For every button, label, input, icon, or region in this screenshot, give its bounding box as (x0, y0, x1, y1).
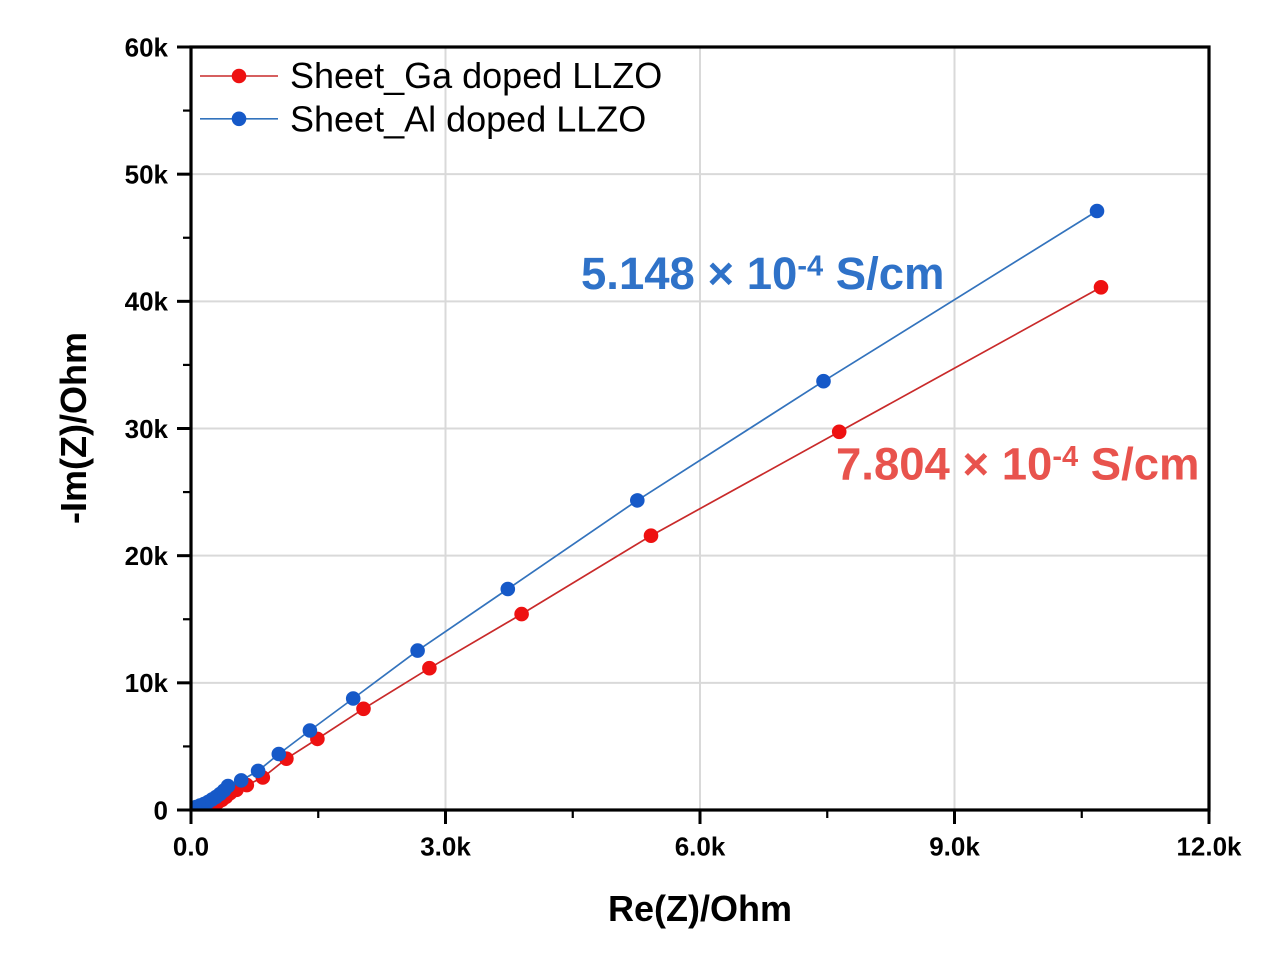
svg-text:40k: 40k (125, 287, 169, 317)
svg-text:20k: 20k (125, 541, 169, 571)
svg-text:0: 0 (154, 795, 168, 825)
svg-text:5.148 × 10-4 S/cm: 5.148 × 10-4 S/cm (581, 248, 945, 299)
svg-text:0.0: 0.0 (173, 832, 209, 862)
svg-text:50k: 50k (125, 160, 169, 190)
svg-text:60k: 60k (125, 32, 169, 62)
svg-text:3.0k: 3.0k (420, 832, 471, 862)
svg-text:Sheet_Al doped LLZO: Sheet_Al doped LLZO (290, 99, 646, 140)
svg-text:-Im(Z)/Ohm: -Im(Z)/Ohm (53, 332, 94, 524)
svg-text:6.0k: 6.0k (675, 832, 726, 862)
svg-text:10k: 10k (125, 668, 169, 698)
svg-text:Re(Z)/Ohm: Re(Z)/Ohm (608, 888, 792, 929)
svg-text:9.0k: 9.0k (929, 832, 980, 862)
svg-text:Sheet_Ga doped LLZO: Sheet_Ga doped LLZO (290, 55, 662, 96)
svg-text:7.804 × 10-4 S/cm: 7.804 × 10-4 S/cm (836, 439, 1200, 490)
svg-text:12.0k: 12.0k (1176, 832, 1242, 862)
svg-text:30k: 30k (125, 414, 169, 444)
